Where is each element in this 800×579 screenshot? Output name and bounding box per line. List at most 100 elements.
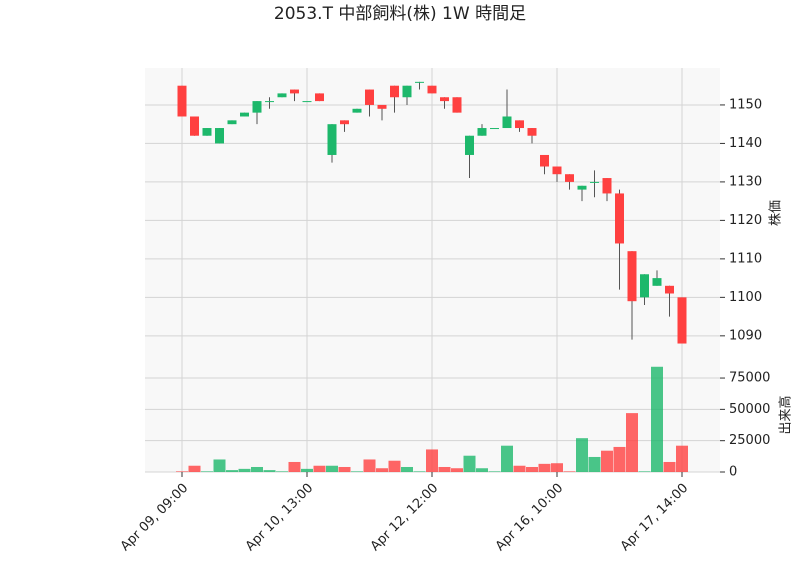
y2-axis-label: 出来高 xyxy=(778,395,794,434)
x-tick-label: Apr 12, 12:00 xyxy=(368,481,441,554)
volume-bar xyxy=(351,471,363,472)
candle-body xyxy=(615,193,624,244)
candle-body xyxy=(202,128,212,136)
volume-bar xyxy=(276,471,288,472)
candle-body xyxy=(677,297,687,344)
candle-body xyxy=(452,97,462,113)
volume-bar xyxy=(338,466,351,472)
volume-bar xyxy=(476,468,488,472)
volume-bar xyxy=(363,459,376,472)
volume-bar xyxy=(301,468,313,472)
candle-body xyxy=(515,120,524,129)
chart-title: 2053.T 中部飼料(株) 1W 時間足 xyxy=(274,4,526,24)
volume-bar xyxy=(376,468,388,472)
volume-bar xyxy=(576,438,588,472)
volume-bar xyxy=(526,466,538,472)
candle-body xyxy=(215,128,224,144)
candle-body xyxy=(315,93,324,102)
volume-bar xyxy=(638,471,651,472)
volume-bar xyxy=(213,459,226,472)
volume-bar xyxy=(663,461,676,472)
candle-body xyxy=(427,85,437,94)
y2-tick-label: 0 xyxy=(729,465,737,480)
volume-bar xyxy=(201,471,213,472)
candle-body xyxy=(627,251,637,302)
x-tick-label: Apr 17, 14:00 xyxy=(618,481,691,554)
candle-body xyxy=(252,101,262,113)
volume-bar xyxy=(401,466,413,472)
volume-bar xyxy=(188,465,201,472)
candle-body xyxy=(365,89,374,105)
volume-bar xyxy=(613,446,626,472)
volume-bar xyxy=(263,470,276,472)
volume-bar xyxy=(626,413,638,472)
volume-bar xyxy=(288,461,301,472)
candle-body xyxy=(440,97,449,102)
candle-body xyxy=(277,93,287,98)
volume-bar xyxy=(513,465,526,472)
y-tick-label: 1110 xyxy=(729,251,762,266)
candle-body xyxy=(527,128,537,136)
y-tick-label: 1090 xyxy=(729,328,762,343)
candle-body xyxy=(640,274,649,298)
volume-bar xyxy=(238,468,251,472)
candle-body xyxy=(327,124,337,155)
candle-body xyxy=(290,89,299,94)
candle-body xyxy=(552,166,562,175)
candle-body xyxy=(265,101,274,103)
candle-body xyxy=(302,101,312,103)
candle-body xyxy=(540,154,549,167)
y-tick-label: 1120 xyxy=(729,213,762,228)
candle-body xyxy=(602,178,612,194)
candle-body xyxy=(490,128,499,130)
candle-body xyxy=(465,135,474,155)
candle-body xyxy=(340,120,349,125)
volume-bar xyxy=(551,463,563,472)
volume-bar xyxy=(388,460,401,472)
candle-body xyxy=(590,181,599,183)
volume-bar xyxy=(176,471,188,472)
volume-bar xyxy=(251,466,263,472)
candle-body xyxy=(565,174,574,182)
volume-bar xyxy=(313,465,326,472)
volume-bar xyxy=(588,456,601,472)
y2-tick-label: 25000 xyxy=(729,433,770,448)
candle-body xyxy=(240,112,249,117)
y2-tick-label: 75000 xyxy=(729,371,770,386)
candle-body xyxy=(402,85,412,98)
volume-bar xyxy=(226,470,238,472)
candle-body xyxy=(577,185,587,190)
x-tick-label: Apr 16, 10:00 xyxy=(493,481,566,554)
volume-bar xyxy=(676,445,688,472)
y-axis-label: 株価 xyxy=(769,200,784,226)
y2-tick-label: 50000 xyxy=(729,402,770,417)
x-tick-label: Apr 10, 13:00 xyxy=(243,481,316,554)
candle-body xyxy=(227,120,237,125)
candle-body xyxy=(652,278,662,286)
volume-bar xyxy=(538,463,551,472)
volume-bar xyxy=(463,455,476,472)
volume-bar xyxy=(451,468,463,472)
candle-body xyxy=(665,285,674,294)
volume-bar xyxy=(426,449,438,472)
candle-body xyxy=(377,104,387,109)
x-tick-label: Apr 09, 09:00 xyxy=(118,481,191,554)
volume-bar xyxy=(438,466,451,472)
y-tick-label: 1100 xyxy=(729,290,762,305)
volume-bar xyxy=(601,450,613,472)
volume-bar xyxy=(326,465,338,472)
volume-bar xyxy=(563,471,576,472)
candle-body xyxy=(415,81,424,83)
candle-body xyxy=(502,116,512,129)
y-tick-label: 1140 xyxy=(729,136,762,151)
candle-body xyxy=(390,85,399,98)
volume-bar xyxy=(488,471,501,472)
candle-body xyxy=(190,116,199,136)
candle-body xyxy=(477,128,487,136)
y-tick-label: 1150 xyxy=(729,97,762,112)
volume-bar xyxy=(651,366,663,472)
volume-bar xyxy=(413,471,426,472)
y-tick-label: 1130 xyxy=(729,174,762,189)
volume-bar xyxy=(501,445,513,472)
